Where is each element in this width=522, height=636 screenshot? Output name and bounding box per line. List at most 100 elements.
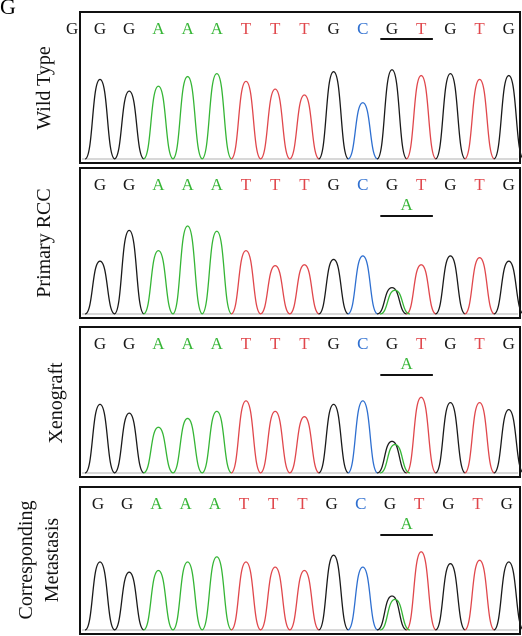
base-call: G <box>386 19 398 38</box>
base-call: G <box>94 19 106 38</box>
base-call: T <box>297 494 308 513</box>
trace-peak-secondary <box>379 289 411 315</box>
base-call: A <box>211 19 224 38</box>
panel-frame <box>79 486 521 635</box>
trace-peak <box>201 556 233 631</box>
trace-peak <box>463 401 496 474</box>
base-call: G <box>327 19 339 38</box>
trace-peak <box>405 551 437 631</box>
base-call: A <box>150 494 163 513</box>
base-call: G <box>503 175 515 194</box>
base-call: G <box>327 175 339 194</box>
base-call: G <box>442 494 454 513</box>
panel-label: Primary RCC <box>33 188 55 297</box>
base-call: T <box>474 334 485 353</box>
panel-frame <box>79 11 521 164</box>
trace-peak <box>230 249 262 315</box>
trace-peak <box>317 403 350 474</box>
trace-peak <box>317 258 350 315</box>
mutation-base: A <box>400 354 413 373</box>
base-call: A <box>211 334 224 353</box>
trace-peak <box>84 78 116 160</box>
base-call: C <box>357 175 368 194</box>
trace-peak <box>259 566 291 631</box>
trace-peak <box>113 229 145 315</box>
trace-peak <box>201 72 233 160</box>
trace-peak <box>434 72 467 160</box>
base-call: A <box>152 334 165 353</box>
trace-peak <box>171 75 204 160</box>
figure-letter: G <box>0 0 16 19</box>
trace-peak <box>405 396 437 474</box>
trace-peak-secondary <box>379 443 411 474</box>
trace-peak <box>376 440 408 474</box>
trace-peak <box>317 71 350 160</box>
base-call: T <box>414 494 425 513</box>
trace-peak <box>434 563 467 631</box>
trace-peak <box>84 561 116 631</box>
base-call: G <box>503 334 515 353</box>
base-call: G <box>123 175 135 194</box>
base-call: T <box>241 334 252 353</box>
trace-peak <box>493 561 522 631</box>
trace-peak <box>84 260 116 315</box>
trace-peak <box>259 264 291 315</box>
trace-peak <box>142 85 175 160</box>
base-call: A <box>181 19 194 38</box>
trace-peak <box>142 569 175 631</box>
trace-peak <box>405 264 437 315</box>
trace-peak <box>434 255 467 315</box>
base-call: G <box>123 334 135 353</box>
trace-peak <box>171 561 204 631</box>
base-call: G <box>501 494 513 513</box>
base-call: G <box>325 494 337 513</box>
base-call: C <box>355 494 366 513</box>
base-call: T <box>241 19 252 38</box>
base-call: G <box>123 19 135 38</box>
base-call: T <box>299 19 310 38</box>
trace-peak <box>113 412 145 474</box>
trace-peak <box>259 410 291 474</box>
trace-peak <box>463 257 496 315</box>
base-call: T <box>416 19 427 38</box>
base-call: A <box>181 175 194 194</box>
base-call: T <box>416 175 427 194</box>
base-call: A <box>152 19 165 38</box>
base-call: T <box>268 494 279 513</box>
trace-peak <box>288 569 321 631</box>
base-call: T <box>299 334 310 353</box>
mutation-base: A <box>400 195 413 214</box>
base-call: G <box>384 494 396 513</box>
panel-label: Wild Type <box>33 46 55 130</box>
panel-label: Xenograft <box>45 362 67 444</box>
base-call: G <box>94 175 106 194</box>
trace-peak <box>493 260 522 315</box>
trace-peak-secondary <box>379 598 411 631</box>
base-call: T <box>474 175 485 194</box>
base-call: T <box>241 175 252 194</box>
base-call: A <box>181 334 194 353</box>
trace-peak <box>376 286 408 315</box>
trace-peak <box>347 255 379 315</box>
base-call: G <box>327 334 339 353</box>
trace-peak <box>230 400 262 474</box>
trace-peak <box>289 264 320 315</box>
base-call: T <box>416 334 427 353</box>
trace-peak <box>259 88 291 160</box>
trace-peak <box>493 74 522 160</box>
base-call: T <box>239 494 250 513</box>
base-call: T <box>474 19 485 38</box>
trace-peak <box>347 566 379 631</box>
base-call: A <box>209 494 222 513</box>
base-call: G <box>94 334 106 353</box>
trace-peak <box>347 102 379 160</box>
base-call: G <box>92 494 104 513</box>
trace-peak <box>143 426 174 474</box>
trace-peak <box>201 230 233 315</box>
base-call: A <box>179 494 192 513</box>
